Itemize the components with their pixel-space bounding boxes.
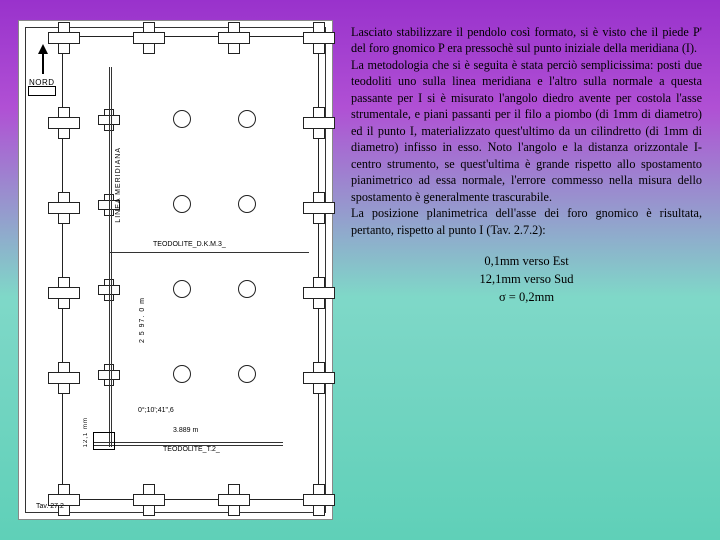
figure-panel: NORD xyxy=(18,20,333,520)
text-panel: Lasciato stabilizzare il pendolo così fo… xyxy=(351,20,702,520)
nord-box xyxy=(28,86,56,96)
paragraph-3: La posizione planimetrica dell'asse dei … xyxy=(351,205,702,238)
figure-border: NORD xyxy=(25,27,326,513)
teodolite-line-1 xyxy=(109,252,309,253)
teodolite1-label: TEODOLITE_D.K.M.3_ xyxy=(153,241,226,248)
teodolite-line-2 xyxy=(93,442,283,443)
angle-label: 0°;10';41",6 xyxy=(138,407,174,414)
measurement-south: 12,1mm verso Sud xyxy=(351,270,702,288)
floor-plan: LINEA MERIDIANA TEODOLITE_D.K.M.3_ TEODO… xyxy=(62,36,319,500)
paragraph-1: Lasciato stabilizzare il pendolo così fo… xyxy=(351,24,702,57)
linea-meridiana-label: LINEA MERIDIANA xyxy=(115,147,122,223)
small-dimension: 12,1 mm xyxy=(83,417,89,447)
measurement-sigma: σ = 0,2mm xyxy=(351,288,702,306)
meridian-line xyxy=(109,67,110,447)
tav-label: Tav. 27.2 xyxy=(36,503,64,510)
paragraph-2: La metodologia che si è seguita è stata … xyxy=(351,57,702,205)
vertical-dimension: 2 5 97. 0 m xyxy=(139,297,146,343)
teodolite2-label: TEODOLITE_T.2_ xyxy=(163,446,220,453)
horizontal-dimension: 3.889 m xyxy=(173,427,198,434)
measurements-block: 0,1mm verso Est 12,1mm verso Sud σ = 0,2… xyxy=(351,252,702,306)
measurement-east: 0,1mm verso Est xyxy=(351,252,702,270)
